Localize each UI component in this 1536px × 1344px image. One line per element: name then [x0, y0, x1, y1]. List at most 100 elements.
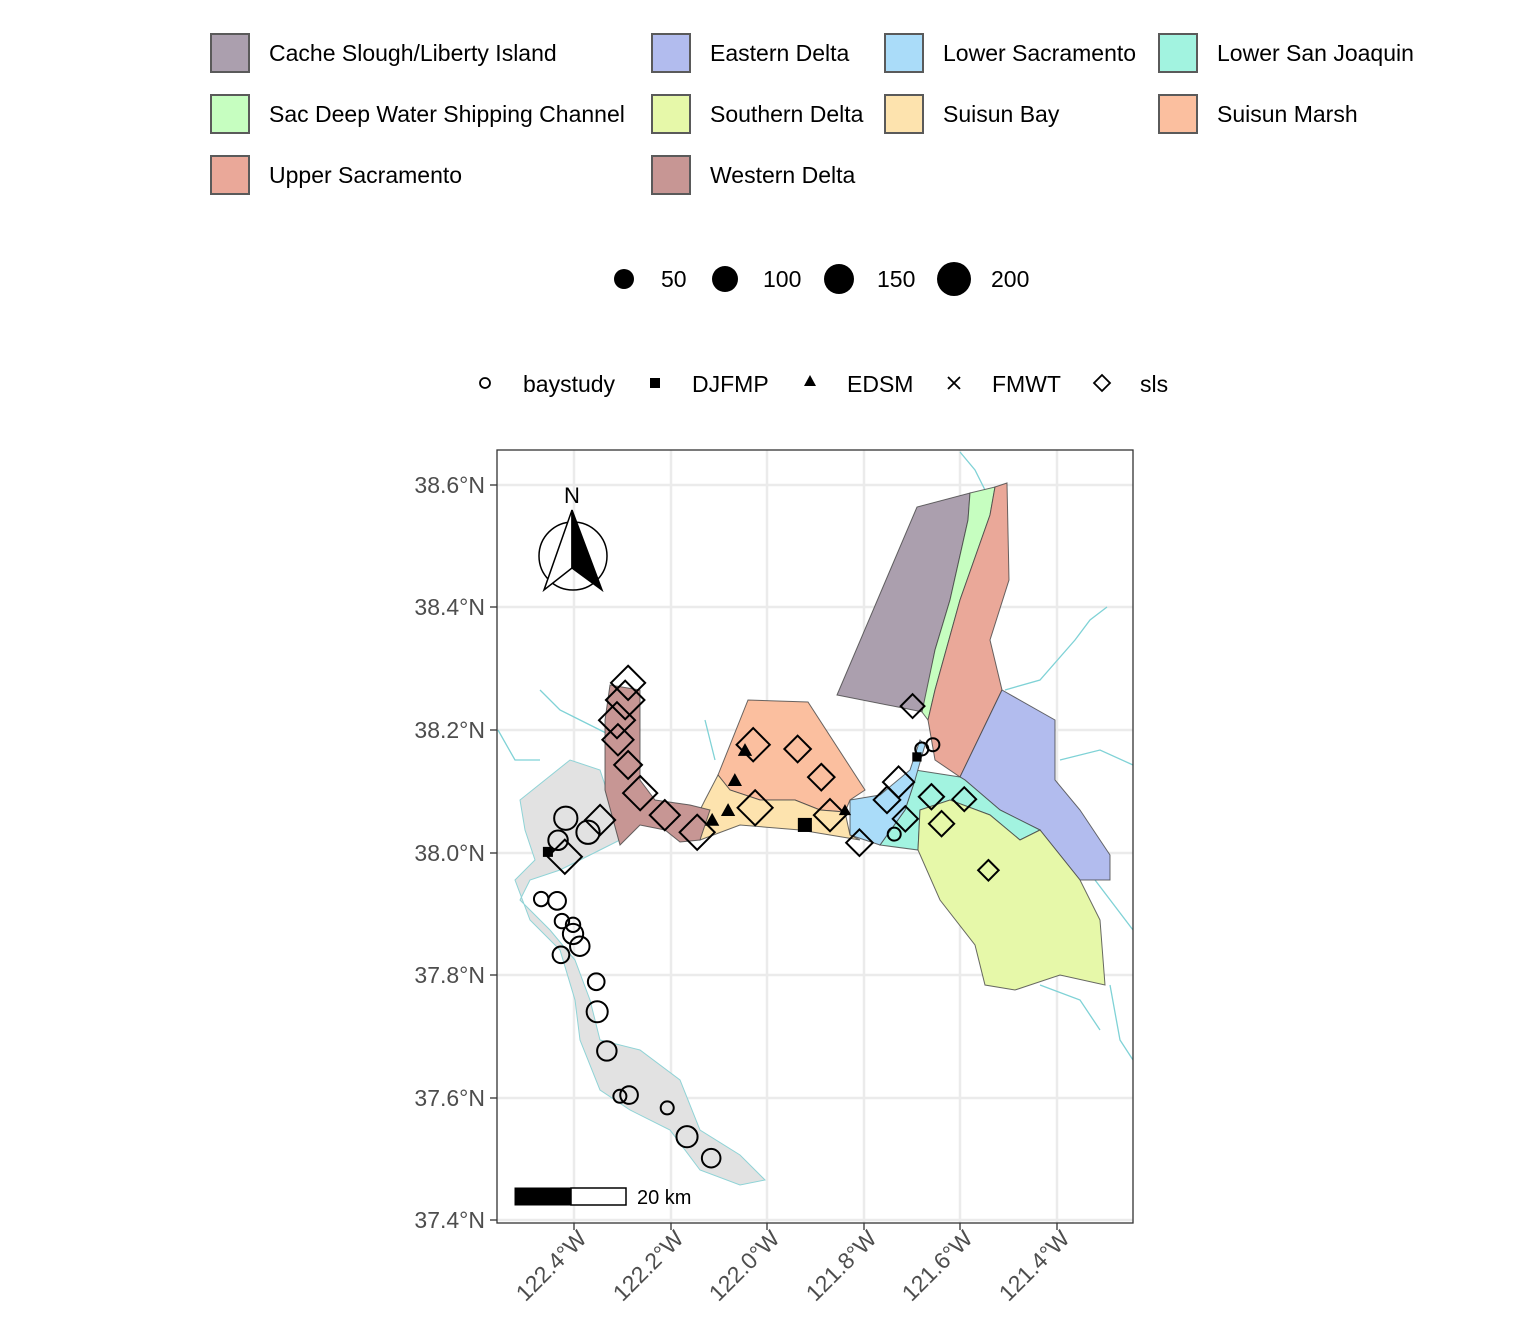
region-legend-label: Sac Deep Water Shipping Channel	[269, 100, 625, 127]
region-legend-item: Upper Sacramento	[210, 153, 462, 197]
region-legend-label: Lower Sacramento	[943, 39, 1137, 66]
point-sls	[976, 858, 1001, 882]
region-legend-item: Western Delta	[651, 153, 855, 197]
point-baystudy	[569, 935, 591, 957]
point-baystudy	[612, 1088, 628, 1104]
point-baystudy	[532, 890, 550, 908]
point-sls	[612, 749, 644, 781]
point-sls	[736, 788, 775, 827]
size-key-150	[824, 264, 854, 294]
point-baystudy	[564, 916, 582, 933]
point-baystudy	[886, 826, 902, 842]
region-legend-item: Southern Delta	[651, 92, 863, 136]
size-key-200	[937, 262, 971, 296]
point-EDSM	[720, 803, 736, 816]
point-EDSM	[838, 804, 852, 816]
point-baystudy	[700, 1147, 722, 1169]
region-legend-key	[210, 94, 250, 134]
region-legend-key	[1158, 33, 1198, 73]
survey-label: FMWT	[992, 371, 1061, 397]
rivers	[497, 451, 1134, 1061]
survey-label: baystudy	[523, 371, 616, 397]
region-legend-item: Suisun Marsh	[1158, 92, 1358, 136]
region-legend-label: Upper Sacramento	[269, 161, 463, 188]
arrow-right	[571, 509, 604, 593]
x-tick-label: 122.4°W	[511, 1225, 592, 1306]
size-key-50	[614, 269, 634, 289]
point-sls	[812, 797, 848, 833]
north-label: N	[564, 483, 580, 508]
point-baystudy	[585, 1000, 609, 1024]
point-baystudy	[659, 1100, 675, 1116]
point-sls	[678, 813, 717, 852]
x-tick-label: 122.0°W	[704, 1225, 785, 1306]
point-sls	[600, 722, 635, 757]
point-DJFMP	[542, 846, 553, 857]
y-tick-label: 38.0°N	[414, 840, 485, 866]
diamond-icon	[1092, 373, 1112, 393]
point-sls	[735, 726, 772, 763]
region-legend-item: Cache Slough/Liberty Island	[210, 31, 557, 75]
y-tick-label: 37.6°N	[414, 1085, 485, 1111]
x-tick-label: 122.2°W	[608, 1225, 689, 1306]
point-sls	[806, 762, 836, 792]
region-upper-sacramento[interactable]	[927, 482, 1010, 778]
point-DJFMP	[912, 752, 922, 762]
survey-points	[532, 664, 1001, 1169]
region-legend-label: Eastern Delta	[710, 39, 850, 66]
point-sls	[950, 785, 978, 813]
region-southern-delta[interactable]	[917, 799, 1106, 991]
region-legend-key	[884, 33, 924, 73]
region-legend-key	[651, 33, 691, 73]
x-tick-label: 121.8°W	[801, 1225, 882, 1306]
point-baystudy	[547, 829, 569, 851]
point-EDSM	[704, 812, 720, 826]
region-legend-label: Suisun Bay	[943, 100, 1060, 127]
x-axis: 122.4°W 122.2°W 122.0°W 121.8°W 121.6°W …	[511, 1223, 1075, 1306]
point-sls	[917, 782, 946, 811]
region-legend-label: Cache Slough/Liberty Island	[269, 39, 557, 66]
point-sls	[648, 798, 682, 832]
point-sls	[604, 679, 646, 721]
north-arrow: N	[538, 483, 608, 593]
region-legend-item: Eastern Delta	[651, 31, 849, 75]
map-panel: N 20 km 38.6°N 38.4°N 38.2°N 38.0°N 37.8…	[414, 449, 1134, 1306]
scale-label: 20 km	[637, 1187, 691, 1209]
regions	[604, 482, 1111, 991]
square-icon	[650, 378, 660, 388]
triangle-icon	[804, 375, 816, 386]
region-legend-key	[651, 155, 691, 195]
x-tick-label: 121.4°W	[994, 1225, 1075, 1306]
point-baystudy	[553, 805, 579, 831]
point-baystudy	[596, 1040, 618, 1062]
point-baystudy	[925, 737, 941, 753]
y-tick-label: 38.4°N	[414, 594, 485, 620]
point-baystudy	[553, 912, 571, 930]
point-baystudy	[675, 1125, 699, 1149]
arrow-left	[542, 509, 573, 593]
region-legend-key	[210, 155, 250, 195]
survey-label: sls	[1140, 371, 1168, 397]
point-sls	[546, 838, 584, 876]
point-sls	[597, 700, 637, 740]
point-sls	[891, 804, 920, 833]
point-baystudy	[551, 945, 571, 965]
y-tick-label: 38.2°N	[414, 717, 485, 743]
point-sls	[782, 734, 813, 764]
point-sls	[844, 827, 875, 858]
region-legend-key	[1158, 94, 1198, 134]
region-legend-label: Lower San Joaquin	[1217, 39, 1414, 66]
size-legend: 50 100 150 200	[614, 262, 1029, 296]
scale-bar: 20 km	[514, 1187, 691, 1209]
point-sls	[621, 774, 659, 812]
survey-label: DJFMP	[692, 371, 769, 397]
point-baystudy	[586, 972, 606, 992]
region-western-delta[interactable]	[604, 684, 711, 846]
size-label: 100	[763, 266, 801, 292]
size-label: 50	[661, 266, 687, 292]
region-legend-item: Lower San Joaquin	[1158, 31, 1414, 75]
size-label: 150	[877, 266, 915, 292]
point-baystudy	[619, 1085, 639, 1105]
region-lower-sacramento[interactable]	[849, 739, 926, 846]
